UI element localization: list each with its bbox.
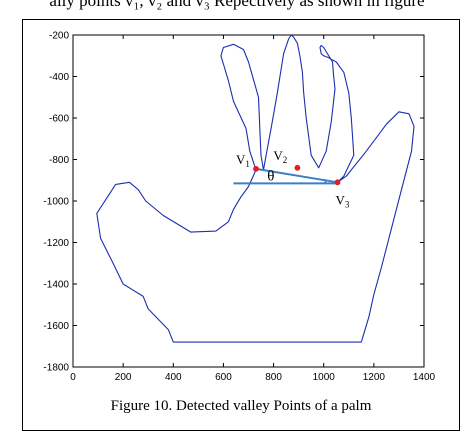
x-tick-label: 600 [215,372,232,383]
x-tick-label: 0 [70,372,76,383]
valley-point-subscript: 1 [245,159,250,169]
y-tick-label: -600 [49,114,69,125]
plot-axes-box [72,34,425,368]
angle-label: θ [267,168,274,184]
valley-point [334,179,341,186]
y-tick-label: -1600 [43,321,69,332]
y-tick-label: -400 [49,72,69,83]
y-tick-label: -1400 [43,280,69,291]
page-text-fragment: ally points v₁, v₂ and v₃ Repectively as… [49,0,425,10]
y-tick-label: -200 [49,31,69,42]
x-tick-label: 800 [265,372,282,383]
figure-caption: Figure 10. Detected valley Points of a p… [110,398,372,414]
valley-point-subscript: 2 [283,155,288,165]
x-tick-label: 200 [115,372,132,383]
y-tick-label: -1000 [43,197,69,208]
y-tick-label: -800 [49,155,69,166]
valley-point [294,164,301,171]
angle-arc [323,178,327,185]
valley-point [253,165,259,172]
x-tick-label: 1200 [363,372,386,383]
valley-point-subscript: 3 [345,199,350,209]
figure-frame [22,19,460,431]
palm-outline-line [96,34,415,343]
x-tick-label: 1000 [313,372,336,383]
x-tick-label: 1400 [413,372,436,383]
y-tick-label: -1200 [43,238,69,249]
x-tick-label: 400 [165,372,182,383]
y-tick-label: -1800 [43,363,69,374]
